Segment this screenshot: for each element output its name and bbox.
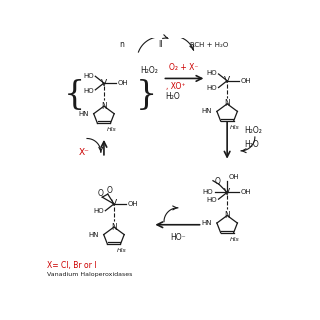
Text: HO: HO [206,85,217,91]
Text: N: N [224,211,230,220]
Text: H₂O₂: H₂O₂ [140,66,158,75]
Text: OH: OH [118,80,128,86]
Text: HO: HO [83,73,94,78]
Text: V: V [224,188,230,197]
Text: II: II [158,40,163,49]
Text: H₂O₂: H₂O₂ [244,126,262,135]
Text: N: N [101,102,107,111]
Text: O: O [98,189,104,198]
Text: HO: HO [93,208,104,214]
Text: O: O [106,186,112,195]
Text: O: O [215,177,220,186]
Text: OH: OH [128,201,139,207]
Text: N: N [111,222,117,232]
Text: His: His [230,125,240,130]
Text: HO⁻: HO⁻ [170,233,186,242]
Text: X⁻: X⁻ [79,148,90,157]
Text: HN: HN [79,111,89,117]
Text: N: N [224,99,230,108]
Text: His: His [117,248,127,253]
Text: V: V [224,76,230,85]
Text: HN: HN [202,108,212,114]
Text: V: V [111,199,117,208]
Text: HO: HO [206,197,217,203]
Text: H₂O: H₂O [165,92,180,101]
Text: X= Cl, Br or I: X= Cl, Br or I [47,261,96,270]
Text: {: { [64,79,85,111]
Text: OH: OH [229,174,239,180]
Text: HN: HN [89,232,99,237]
Text: His: His [230,236,240,242]
Text: HO: HO [83,88,94,94]
Text: OH: OH [241,78,252,84]
Text: n: n [119,40,124,49]
Text: O₂ + X⁻: O₂ + X⁻ [169,63,198,72]
Text: }: } [136,79,157,111]
Text: V: V [101,78,107,88]
Text: HO: HO [203,189,213,196]
Text: HN: HN [202,220,212,226]
Text: H₂O: H₂O [244,140,259,149]
Text: RCH + H₂O: RCH + H₂O [189,42,228,48]
Text: His: His [107,127,117,132]
Text: HO: HO [206,70,217,76]
Text: OH: OH [241,189,252,196]
Text: Vanadium Haloperoxidases: Vanadium Haloperoxidases [47,272,132,277]
Text: , XO⁺: , XO⁺ [165,82,185,91]
